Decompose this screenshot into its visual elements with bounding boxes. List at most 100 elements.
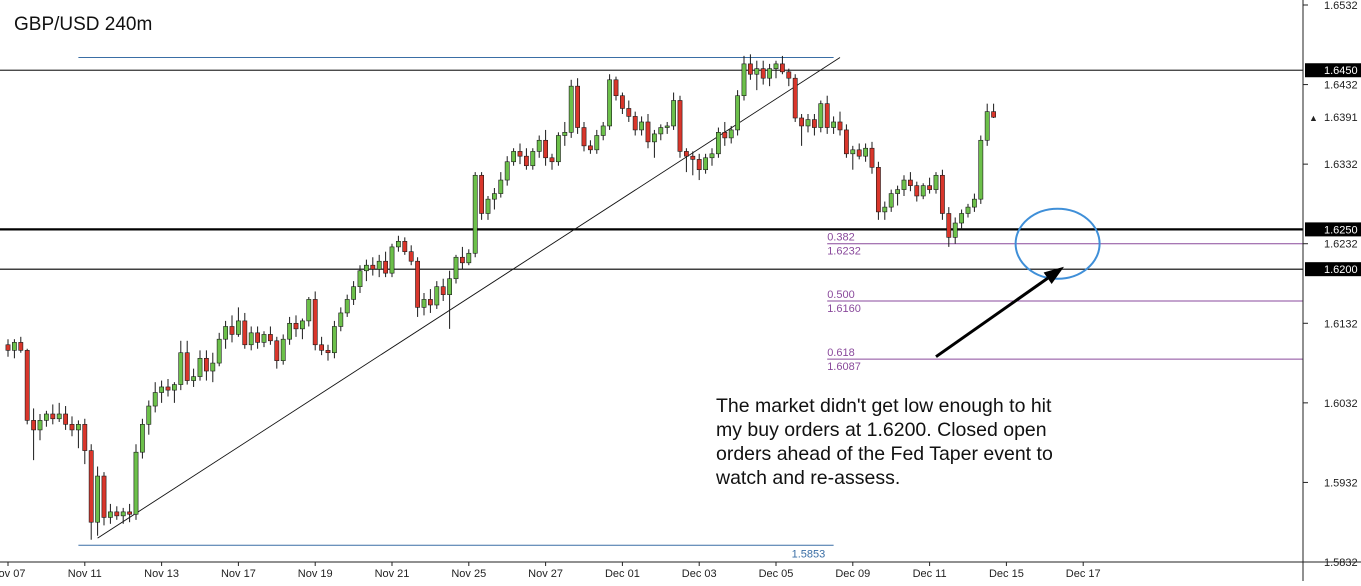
candle-body <box>357 270 363 287</box>
candle-body <box>671 100 676 127</box>
candle-body <box>267 334 273 342</box>
candle-body <box>875 167 881 213</box>
candle-body <box>741 63 747 97</box>
candle-body <box>728 129 734 139</box>
candle-body <box>920 185 926 197</box>
candle-body <box>498 179 504 194</box>
x-tick-label: Dec 17 <box>1066 568 1101 580</box>
candle-body <box>773 63 779 69</box>
x-tick-label: Nov 07 <box>0 568 25 580</box>
y-tick-label: 1.6332 <box>1324 159 1358 171</box>
annotation-line: orders ahead of the Fed Taper event to <box>716 443 1053 465</box>
candle-body <box>632 116 638 131</box>
price-label: 1.6200 <box>1324 264 1358 276</box>
candle-body <box>965 206 971 214</box>
candle-body <box>843 129 849 155</box>
candle-body <box>152 392 158 407</box>
candle-body <box>824 103 830 128</box>
candle-body <box>581 127 587 147</box>
candle-body <box>504 161 510 181</box>
candle-body <box>946 213 952 238</box>
fib-price-label: 1.6160 <box>827 303 861 315</box>
candle-body <box>587 145 593 151</box>
candle-body <box>850 149 856 155</box>
fib-ratio-label: 0.382 <box>827 232 855 244</box>
candle-body <box>971 198 977 208</box>
price-label: 1.6250 <box>1324 224 1358 236</box>
candle-body <box>869 147 875 168</box>
candle-body <box>888 193 894 208</box>
candle-body <box>376 260 382 270</box>
candle-body <box>613 79 619 97</box>
candle-body <box>255 332 260 343</box>
candle-body <box>229 326 235 335</box>
candle-body <box>984 111 990 141</box>
y-tick-label: 1.6132 <box>1324 318 1358 330</box>
candle-body <box>792 77 798 119</box>
price-marker-glyph: ▲ <box>1309 113 1318 123</box>
candle-body <box>383 260 388 274</box>
candle-body <box>5 344 11 351</box>
candle-body <box>607 79 612 127</box>
candle-body <box>709 153 715 159</box>
candle-body <box>555 135 561 163</box>
candle-body <box>427 299 433 306</box>
candle-body <box>799 117 804 127</box>
candle-body <box>863 147 868 157</box>
fibonacci-layer: 1.5853 0.382 1.6232 0.500 1.6160 0.618 1.6087 <box>78 57 1303 560</box>
candle-body <box>690 155 696 160</box>
candle-body <box>882 206 888 213</box>
candle-body <box>172 384 177 391</box>
y-tick-label: 1.6532 <box>1324 0 1358 12</box>
candle-body <box>664 125 670 128</box>
candle-body <box>120 511 126 517</box>
candle-body <box>619 95 625 109</box>
candle-body <box>818 103 824 128</box>
candle-body <box>248 332 254 346</box>
candle-body <box>191 376 196 381</box>
candle-body <box>415 260 420 308</box>
candle-body <box>210 362 216 372</box>
x-tick-label: Nov 21 <box>375 568 410 580</box>
candle-body <box>549 157 555 163</box>
fib-price-label: 1.6232 <box>827 246 861 258</box>
candle-body <box>351 286 356 300</box>
candle-body <box>363 264 369 272</box>
candle-body <box>236 320 241 335</box>
candle-body <box>959 213 964 224</box>
highlight-ellipse <box>1014 207 1101 280</box>
candle-body <box>760 68 766 79</box>
candle-body <box>306 299 312 322</box>
candle-body <box>856 149 862 157</box>
y-tick-label: 1.5832 <box>1324 557 1358 569</box>
fib-low-label: 1.5853 <box>792 548 826 560</box>
candle-body <box>991 111 996 118</box>
candle-body <box>216 338 222 364</box>
candle-body <box>831 121 836 128</box>
candle-body <box>735 95 740 131</box>
arrow-head <box>1043 266 1064 285</box>
candle-body <box>114 511 120 517</box>
candle-body <box>453 256 459 280</box>
candle-body <box>594 135 600 151</box>
candle-body <box>140 424 145 453</box>
x-tick-label: Dec 15 <box>989 568 1024 580</box>
x-tick-label: Dec 05 <box>759 568 794 580</box>
candle-body <box>197 357 203 377</box>
candle-body <box>88 450 94 523</box>
candle-body <box>459 256 465 264</box>
candle-body <box>440 286 446 295</box>
candle-body <box>978 139 984 200</box>
candle-body <box>95 475 100 523</box>
candle-body <box>645 121 651 143</box>
candle-body <box>242 320 248 346</box>
candle-body <box>779 63 785 73</box>
x-tick-label: Dec 01 <box>605 568 640 580</box>
candle-body <box>747 63 753 75</box>
candle-body <box>146 405 152 425</box>
candle-body <box>933 174 939 190</box>
candle-body <box>767 68 772 79</box>
candle-body <box>786 71 792 79</box>
candle-body <box>338 312 344 327</box>
